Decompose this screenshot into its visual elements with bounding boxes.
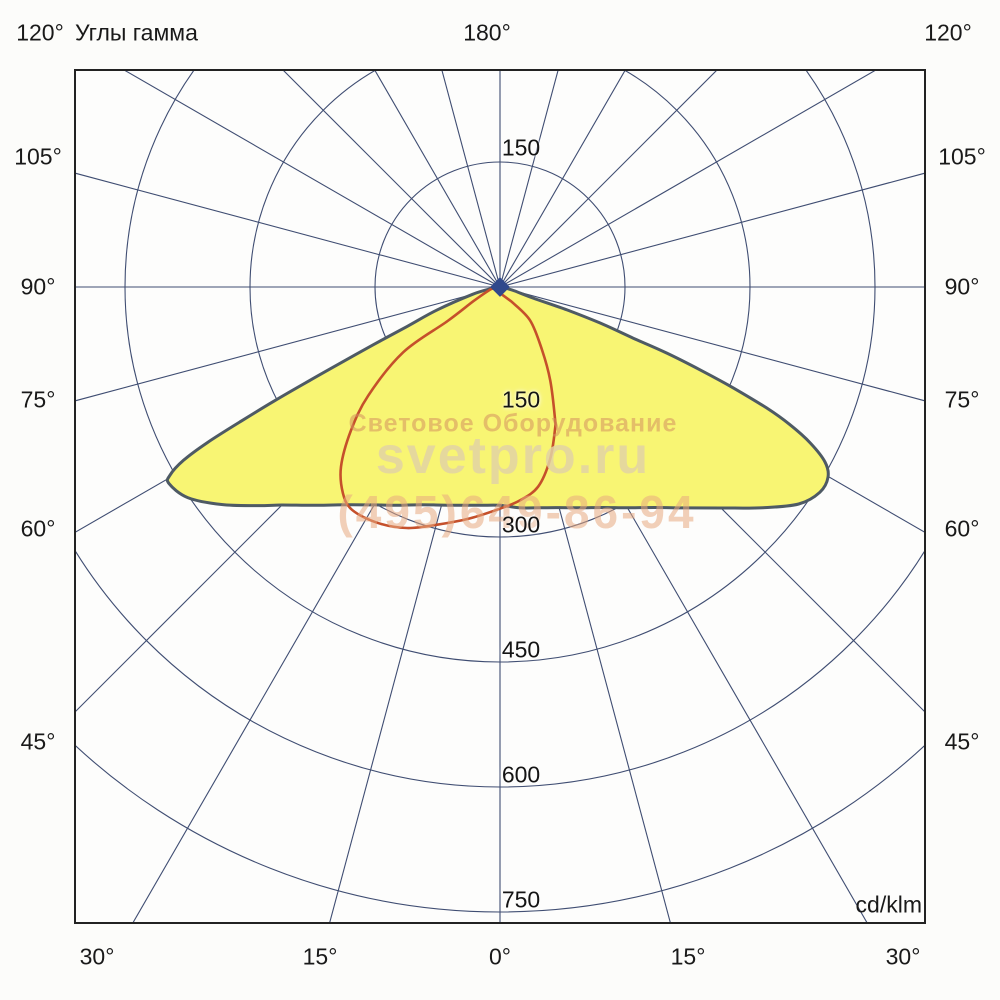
radial-tick-label-150: 150 <box>501 386 541 413</box>
gamma-label-left-60°: 60° <box>20 515 56 542</box>
radial-tick-label-750: 750 <box>501 886 541 913</box>
radial-tick-label-450: 450 <box>501 636 541 663</box>
gamma-label-bottom-2: 0° <box>489 943 511 970</box>
pole-marker <box>490 277 510 297</box>
gamma-label-right-60°: 60° <box>944 515 980 542</box>
curve_yellow_wide_beam <box>165 286 830 510</box>
gamma-label-right-90°: 90° <box>944 273 980 300</box>
gamma-label-left-45°: 45° <box>20 728 56 755</box>
gamma-label-bottom-4: 30° <box>885 943 921 970</box>
gamma-label-top-1: 180° <box>463 19 511 46</box>
gamma-label-left-90°: 90° <box>20 273 56 300</box>
gamma-label-bottom-1: 15° <box>302 943 338 970</box>
curve_red_narrow_beam <box>339 286 557 530</box>
radial-tick-label-upper: 150 <box>501 134 541 161</box>
gamma-label-top-0: 120° <box>16 19 64 46</box>
gamma-label-top-2: 120° <box>924 19 972 46</box>
radial-tick-label-300: 300 <box>501 511 541 538</box>
gamma-label-right-45°: 45° <box>944 728 980 755</box>
gamma-label-left-105°: 105° <box>14 143 62 170</box>
gamma-label-right-75°: 75° <box>944 386 980 413</box>
gamma-label-left-75°: 75° <box>20 386 56 413</box>
unit-label: cd/klm <box>855 891 922 918</box>
chart-title: Углы гамма <box>75 19 198 46</box>
gamma-label-bottom-0: 30° <box>79 943 115 970</box>
radial-tick-label-600: 600 <box>501 761 541 788</box>
gamma-label-right-105°: 105° <box>938 143 986 170</box>
gamma-label-bottom-3: 15° <box>670 943 706 970</box>
